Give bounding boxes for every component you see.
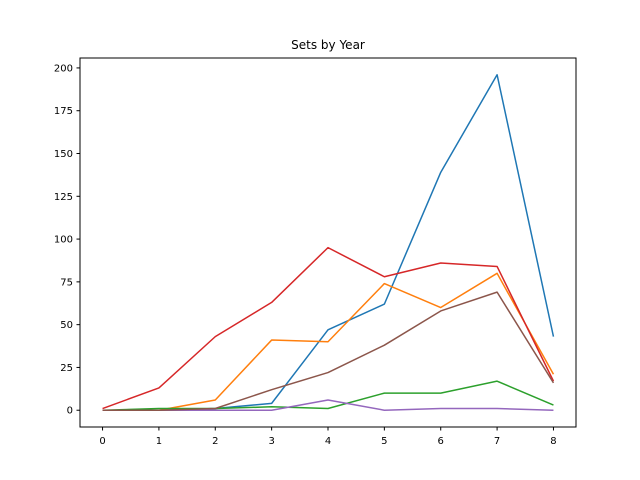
y-tick-label: 25 [60, 363, 73, 374]
y-tick-label: 75 [60, 277, 73, 288]
y-tick-label: 200 [54, 63, 73, 74]
x-tick-label: 6 [438, 436, 444, 447]
x-axis: 0 1 2 3 4 5 6 7 8 [99, 427, 557, 447]
series-lines [102, 74, 555, 411]
series-line-4 [102, 246, 555, 410]
y-tick-label: 175 [54, 106, 73, 117]
series-line-6 [102, 291, 555, 411]
x-tick-label: 0 [99, 436, 105, 447]
x-tick-label: 7 [494, 436, 500, 447]
series-line-2 [102, 272, 555, 411]
y-tick-label: 50 [60, 320, 73, 331]
x-tick-label: 4 [325, 436, 331, 447]
series-line-3 [102, 380, 554, 411]
y-tick-label: 100 [54, 235, 73, 246]
plot-frame [79, 57, 577, 428]
x-tick-label: 2 [212, 436, 218, 447]
x-tick-label: 5 [381, 436, 387, 447]
chart-title: Sets by Year [291, 38, 365, 52]
y-tick-label: 125 [54, 192, 73, 203]
x-tick-label: 8 [550, 436, 556, 447]
y-tick-label: 0 [67, 406, 73, 417]
y-tick-label: 150 [54, 149, 73, 160]
x-tick-label: 1 [156, 436, 162, 447]
series-line-1 [102, 74, 555, 411]
x-tick-label: 3 [268, 436, 274, 447]
y-axis: 0 25 50 75 100 125 150 175 200 [54, 63, 80, 417]
